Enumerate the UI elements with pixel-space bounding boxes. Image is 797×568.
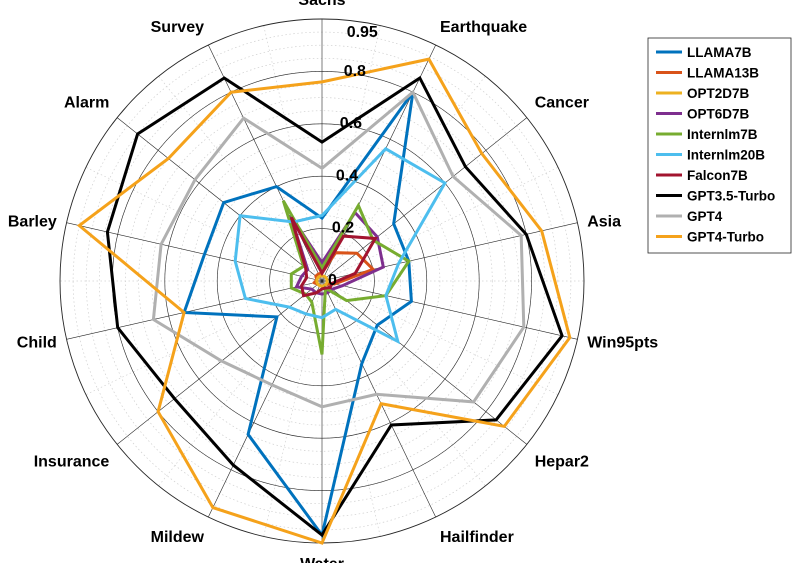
category-label-barley: Barley	[8, 214, 57, 231]
radial-tick-label: 0	[328, 272, 337, 289]
minor-grid-spoke	[85, 280, 323, 395]
category-label-water: Water	[300, 556, 344, 563]
series-line-gpt4	[151, 89, 526, 409]
legend: LLAMA7B LLAMA13B OPT2D7B OPT6D7B Internlm7B I…	[647, 37, 792, 254]
category-labels: Sachs Earthquake Cancer Asia Win95pts Hepar2 H…	[8, 0, 658, 568]
legend-label-gpt3-5-turbo: GPT3.5-Turbo	[687, 189, 775, 204]
category-label-survey: Survey	[151, 19, 204, 36]
series-line-gpt3-5-turbo	[105, 75, 564, 538]
legend-label-gpt4: GPT4	[687, 209, 723, 224]
legend-label-opt6d7b: OPT6D7B	[687, 107, 750, 122]
major-grid-spoke	[208, 280, 323, 518]
radial-tick-label: 0.6	[340, 115, 362, 132]
series-line-opt2d7b	[315, 274, 329, 288]
radial-tick-label: 0.2	[332, 220, 354, 237]
legend-label-internlm7b: Internlm7B	[687, 127, 758, 142]
series-group	[76, 57, 572, 545]
major-grid-spoke	[116, 117, 323, 282]
major-grid-spoke	[321, 280, 578, 340]
minor-grid-spoke	[263, 280, 323, 537]
minor-grid-ring	[151, 110, 493, 452]
category-label-child: Child	[17, 335, 57, 352]
major-grid-spoke	[321, 280, 528, 445]
radial-tick-label: 0.8	[344, 63, 366, 80]
minor-grid-spoke	[321, 280, 486, 487]
category-label-hepar2: Hepar2	[535, 454, 589, 471]
legend-label-llama13b: LLAMA13B	[687, 66, 759, 81]
major-grid-spoke	[66, 280, 323, 340]
series-line-llama7b	[182, 91, 415, 539]
minor-grid-ring	[85, 44, 559, 518]
legend-label-gpt4-turbo: GPT4-Turbo	[687, 230, 764, 245]
minor-grid-ring	[243, 202, 401, 360]
category-label-mildew: Mildew	[151, 529, 205, 546]
legend-label-falcon7b: Falcon7B	[687, 168, 748, 183]
series-line-internlm20b	[233, 146, 447, 345]
series-line-internlm7b	[281, 199, 411, 355]
minor-grid-ring	[229, 188, 415, 374]
radial-tick-labels: 0 0.2 0.4 0.6 0.8 0.95	[328, 24, 378, 289]
category-label-cancer: Cancer	[535, 94, 589, 111]
radial-tick-label: 0.95	[347, 24, 378, 41]
major-grid-spoke	[116, 280, 323, 445]
legend-label-internlm20b: Internlm20B	[687, 148, 765, 163]
major-grid-spoke	[321, 280, 436, 518]
radial-tick-label: 0.4	[336, 168, 358, 185]
legend-label-llama7b: LLAMA7B	[687, 45, 752, 60]
radar-grid	[59, 18, 585, 544]
category-label-win95pts: Win95pts	[587, 335, 658, 352]
minor-grid-ring	[138, 97, 506, 465]
major-grid-spoke	[66, 222, 323, 282]
category-label-hailfinder: Hailfinder	[440, 529, 514, 546]
category-label-alarm: Alarm	[64, 94, 109, 111]
category-label-sachs: Sachs	[298, 0, 345, 9]
category-label-asia: Asia	[587, 214, 621, 231]
series-line-gpt4-turbo	[76, 57, 572, 545]
legend-label-opt2d7b: OPT2D7B	[687, 86, 750, 101]
category-label-insurance: Insurance	[34, 454, 110, 471]
series-line-falcon7b	[289, 216, 378, 298]
category-label-earthquake: Earthquake	[440, 19, 527, 36]
